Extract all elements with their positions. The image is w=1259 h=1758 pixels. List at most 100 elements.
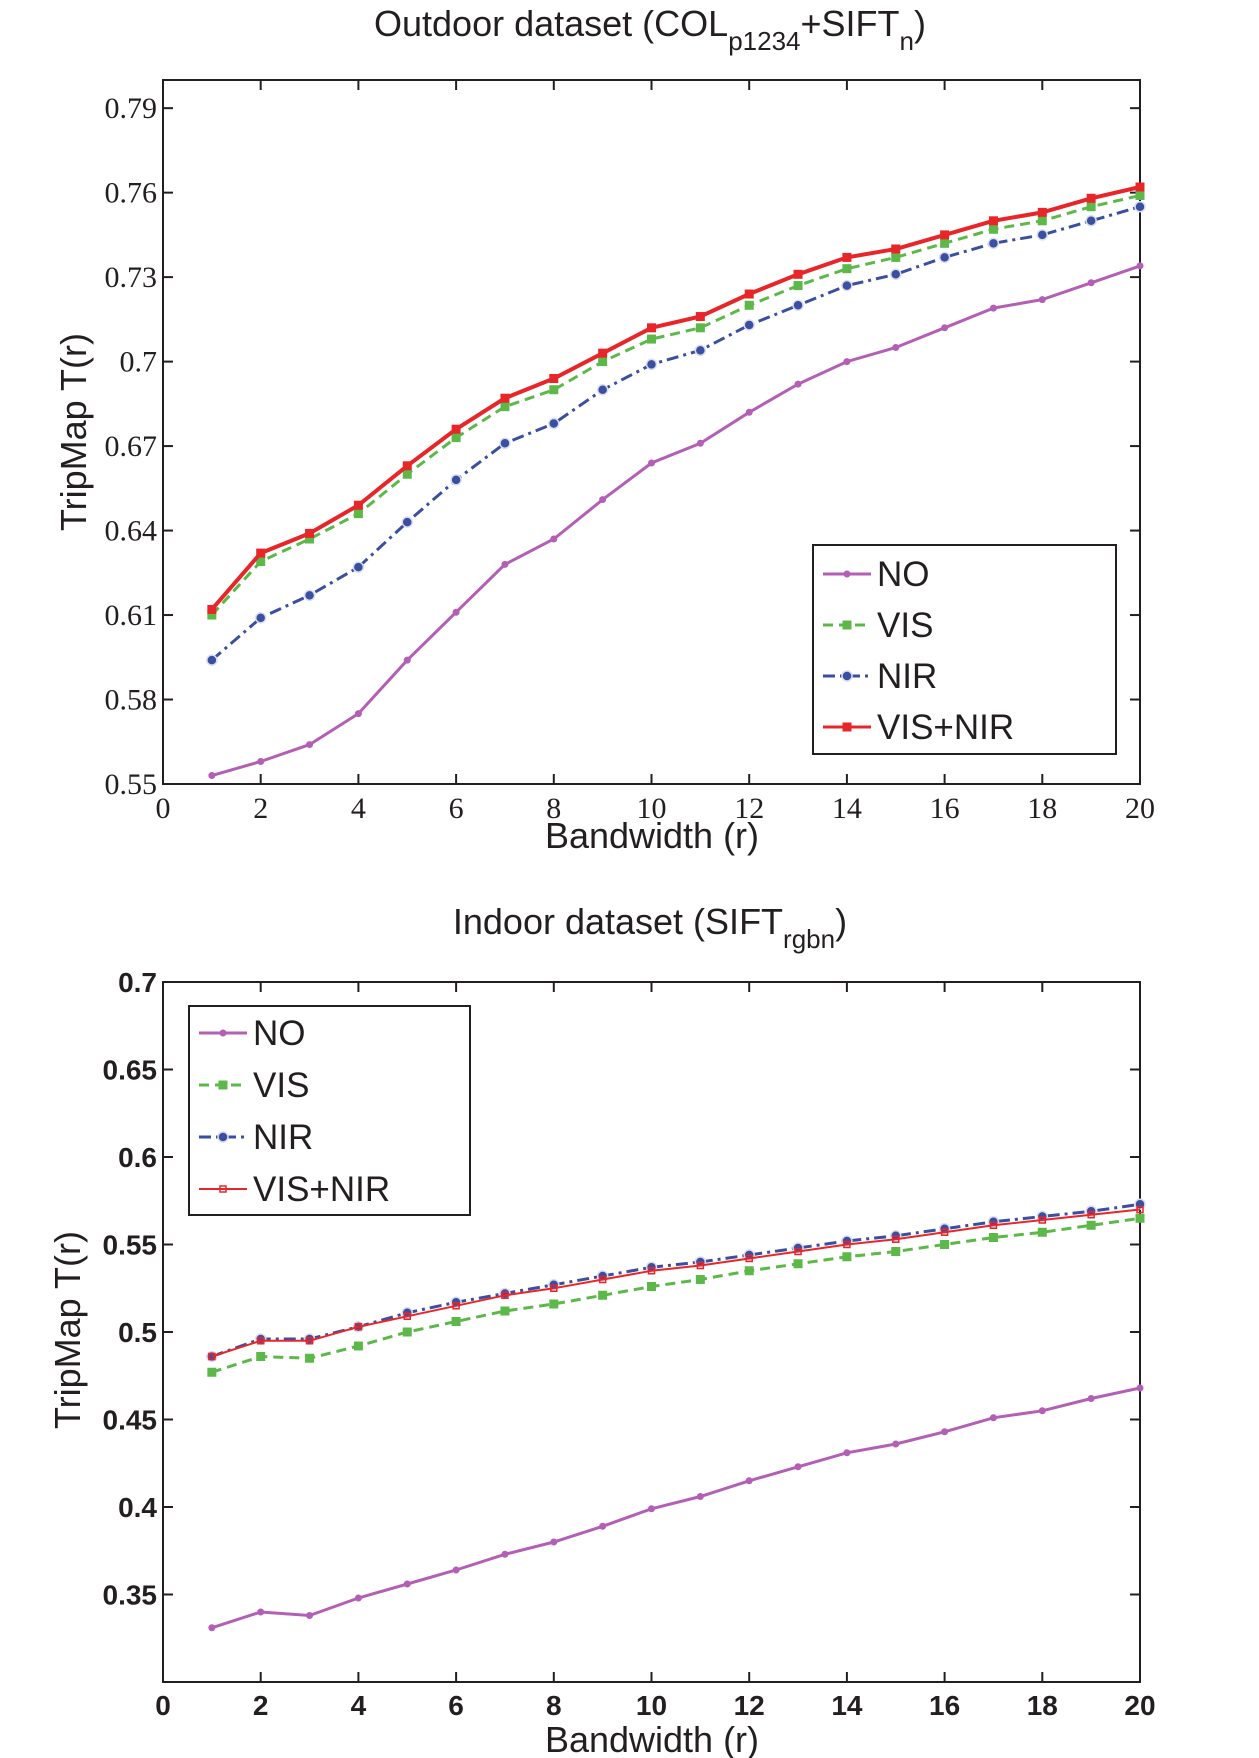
- outdoor-point-no: [257, 757, 265, 765]
- outdoor-point-nir: [596, 384, 609, 396]
- indoor-point-vis-plus-nir: [1038, 1216, 1047, 1224]
- outdoor-point-vis-plus-nir: [695, 312, 705, 322]
- indoor-point-vis: [451, 1317, 461, 1326]
- indoor-x-tick-label: 20: [1124, 1690, 1155, 1721]
- outdoor-point-no: [794, 380, 802, 388]
- indoor-legend-marker-nir: [217, 1131, 229, 1143]
- outdoor-x-tick-label: 6: [449, 792, 464, 825]
- outdoor-x-tick-label: 8: [546, 792, 561, 825]
- indoor-x-tick-label: 12: [734, 1690, 765, 1721]
- indoor-point-no: [843, 1449, 851, 1457]
- indoor-chart-title: Indoor dataset (SIFTrgbn): [453, 901, 847, 954]
- indoor-y-tick-label: 0.35: [103, 1580, 158, 1611]
- outdoor-x-axis: 0 2 4 6 8 10 12 14 16 18 20: [156, 80, 1155, 825]
- indoor-legend-marker-vis-plus-nir: [219, 1185, 227, 1193]
- outdoor-point-no: [648, 459, 655, 467]
- indoor-x-tick-label: 18: [1027, 1690, 1058, 1721]
- outdoor-series-group: [206, 182, 1146, 780]
- outdoor-point-no: [843, 358, 851, 366]
- indoor-y-tick-label: 0.55: [103, 1230, 158, 1261]
- outdoor-point-vis: [695, 323, 705, 333]
- indoor-point-vis-plus-nir: [1087, 1211, 1095, 1219]
- outdoor-point-vis: [353, 509, 363, 519]
- outdoor-point-vis-plus-nir: [793, 269, 803, 279]
- outdoor-x-tick-label: 14: [832, 792, 862, 825]
- indoor-point-vis: [305, 1353, 315, 1363]
- outdoor-point-vis: [500, 402, 510, 412]
- outdoor-point-vis: [451, 433, 461, 443]
- outdoor-point-vis: [647, 334, 656, 344]
- outdoor-point-vis: [988, 224, 998, 234]
- indoor-point-no: [208, 1624, 216, 1632]
- indoor-point-vis: [353, 1341, 363, 1351]
- outdoor-y-tick-label: 0.79: [105, 92, 158, 125]
- outdoor-legend-label-nir: NIR: [877, 657, 937, 696]
- outdoor-legend-marker-no: [843, 570, 851, 578]
- outdoor-point-vis-plus-nir: [500, 393, 510, 403]
- indoor-legend-marker-no: [219, 1029, 227, 1037]
- outdoor-point-vis-plus-nir: [598, 348, 608, 358]
- indoor-point-vis-plus-nir: [794, 1247, 802, 1256]
- outdoor-y-tick-label: 0.58: [105, 684, 158, 717]
- outdoor-point-no: [1136, 262, 1144, 270]
- indoor-x-tick-label: 8: [546, 1690, 562, 1721]
- outdoor-point-vis: [256, 557, 266, 567]
- indoor-point-no: [257, 1608, 265, 1616]
- outdoor-legend-label-vis: VIS: [877, 606, 933, 645]
- indoor-point-vis: [500, 1306, 510, 1316]
- indoor-chart: Indoor dataset (SIFTrgbn) 0.35 0.4 0.45 0.5…: [47, 901, 1156, 1758]
- outdoor-point-nir: [254, 612, 267, 624]
- outdoor-point-no: [696, 439, 704, 447]
- outdoor-y-axis: 0.55 0.58 0.61 0.64 0.67 0.7 0.73 0.76 0.79: [105, 92, 1140, 801]
- outdoor-x-tick-label: 0: [156, 792, 171, 825]
- outdoor-y-tick-label: 0.73: [105, 261, 158, 294]
- indoor-point-vis: [1037, 1227, 1047, 1237]
- indoor-point-vis-plus-nir: [989, 1221, 998, 1229]
- outdoor-point-nir: [450, 474, 462, 486]
- indoor-point-vis-plus-nir: [892, 1235, 900, 1243]
- indoor-point-vis: [695, 1275, 705, 1284]
- outdoor-point-vis: [891, 252, 901, 262]
- indoor-point-no: [941, 1428, 949, 1436]
- indoor-x-axis-label: Bandwidth (r): [545, 1719, 759, 1758]
- outdoor-point-vis: [598, 357, 608, 367]
- indoor-legend-box: [188, 1005, 471, 1216]
- indoor-y-tick-label: 0.6: [118, 1142, 157, 1173]
- indoor-x-tick-label: 10: [636, 1690, 667, 1721]
- indoor-x-tick-label: 2: [253, 1690, 269, 1721]
- indoor-point-vis: [940, 1240, 950, 1249]
- indoor-y-tick-label: 0.45: [103, 1405, 158, 1436]
- indoor-point-no: [306, 1612, 314, 1619]
- indoor-point-vis-plus-nir: [940, 1228, 949, 1236]
- indoor-point-no: [501, 1550, 509, 1558]
- indoor-y-tick-label: 0.5: [118, 1317, 157, 1348]
- outdoor-series-line-vis: [210, 194, 1141, 617]
- indoor-point-vis: [647, 1282, 656, 1291]
- outdoor-point-vis: [549, 385, 559, 395]
- indoor-point-vis: [1086, 1220, 1096, 1230]
- outdoor-point-nir: [206, 654, 218, 666]
- outdoor-series-line-no: [211, 264, 1141, 778]
- outdoor-point-nir: [841, 279, 853, 292]
- indoor-point-vis: [549, 1299, 559, 1309]
- outdoor-point-no: [599, 496, 607, 504]
- indoor-point-no: [452, 1566, 460, 1574]
- indoor-point-no: [794, 1463, 802, 1471]
- indoor-y-tick-label: 0.65: [103, 1055, 158, 1086]
- outdoor-point-nir: [1134, 200, 1146, 213]
- outdoor-point-nir: [1085, 215, 1097, 227]
- outdoor-point-no: [989, 304, 997, 312]
- outdoor-point-nir: [1036, 229, 1049, 241]
- outdoor-x-tick-label: 2: [253, 792, 268, 825]
- outdoor-point-vis-plus-nir: [891, 244, 901, 254]
- outdoor-point-vis-plus-nir: [207, 604, 217, 614]
- outdoor-x-tick-label: 12: [734, 792, 764, 825]
- indoor-series-line-vis: [211, 1216, 1141, 1374]
- outdoor-point-vis: [744, 300, 754, 310]
- outdoor-point-no: [306, 741, 314, 749]
- outdoor-point-vis-plus-nir: [1037, 207, 1047, 217]
- indoor-point-no: [354, 1594, 362, 1602]
- outdoor-point-no: [208, 772, 216, 780]
- outdoor-point-nir: [548, 417, 560, 430]
- outdoor-y-tick-label: 0.67: [105, 430, 158, 463]
